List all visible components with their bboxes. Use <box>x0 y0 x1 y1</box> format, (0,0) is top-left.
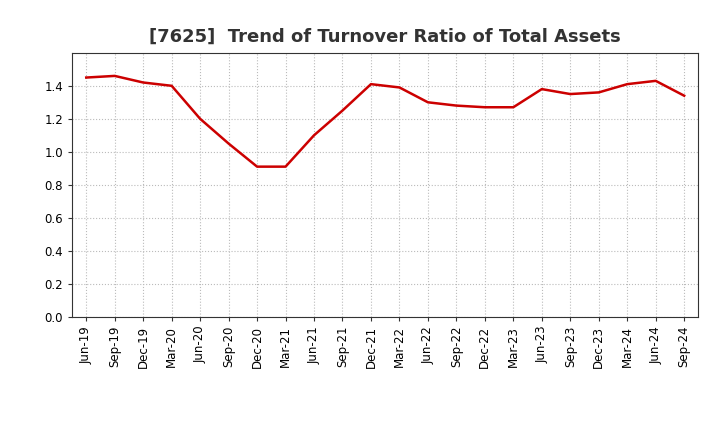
Title: [7625]  Trend of Turnover Ratio of Total Assets: [7625] Trend of Turnover Ratio of Total … <box>149 28 621 46</box>
